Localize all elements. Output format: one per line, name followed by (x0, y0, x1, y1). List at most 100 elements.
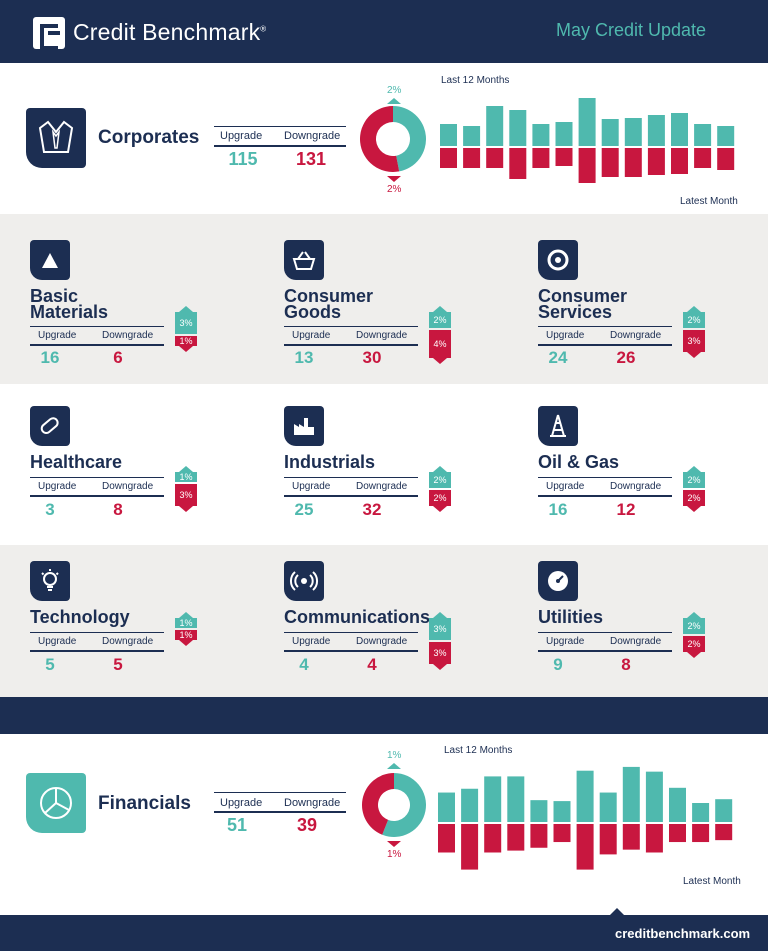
industrials-downgrade-count: 32 (362, 500, 382, 519)
corporates-donut (360, 106, 426, 172)
triangle-icon (30, 240, 70, 280)
healthcare-down-arrow-icon (179, 506, 193, 512)
corporates-upgrade-bar (694, 124, 712, 146)
technology-downgrade-label: Downgrade (102, 636, 154, 647)
financials-upgrade-bar (553, 801, 571, 822)
industrials-down-arrow-icon (433, 506, 447, 512)
financials-donut-upgrade-slice (382, 773, 426, 837)
oil-gas-downgrade-label: Downgrade (610, 481, 662, 492)
financials-latest-label: Latest Month (683, 876, 741, 887)
corporates-downgrade-bar (694, 148, 712, 168)
corporates-downgrade-bar (578, 148, 596, 183)
consumer-goods-up-pct: 2% (429, 312, 451, 328)
financials-downgrade-bar (484, 824, 502, 853)
communications-downgrade-count: 4 (367, 655, 377, 674)
communications-downgrade-label: Downgrade (356, 636, 408, 647)
lightbulb-icon (30, 561, 70, 601)
utilities-up-arrow-icon (687, 612, 701, 618)
corporates-downgrade-bar (647, 148, 665, 175)
corporates-upgrade-bar (647, 115, 665, 146)
financials-upgrade-bar (484, 776, 502, 822)
utilities-rule (538, 650, 672, 652)
website-link[interactable]: creditbenchmark.com (615, 926, 751, 941)
healthcare-name: Healthcare (30, 452, 123, 472)
corporates-downgrade-bar (624, 148, 642, 177)
consumer-services-top-rule (538, 326, 672, 327)
consumer-services-dn-pct: 3% (683, 330, 705, 352)
corporates-top-rule (214, 126, 346, 127)
oil-gas-upgrade-label: Upgrade (546, 481, 585, 492)
brand-name: Credit Benchmark® (73, 19, 267, 45)
financials-donut-downgrade-slice (362, 773, 394, 835)
financials-downgrade-bar (461, 824, 479, 870)
corporates-donut-downgrade-slice (360, 106, 400, 172)
technology-upgrade-label: Upgrade (38, 636, 77, 647)
financials-upgrade-bar (645, 771, 663, 822)
corporates-rule (214, 145, 346, 147)
pill-icon (30, 406, 70, 446)
financials-down-arrow-icon (387, 841, 401, 847)
financials-upgrade-bar (530, 800, 548, 822)
financials-upgrade-bar (438, 792, 455, 822)
financials-downgrade-bar (622, 824, 640, 850)
sector-row-1-bg (0, 214, 768, 384)
utilities-upgrade-count: 9 (553, 655, 563, 674)
corporates-downgrade-label: Downgrade (284, 130, 341, 142)
gauge-icon (538, 561, 578, 601)
footer: creditbenchmark.com (0, 908, 768, 951)
consumer-goods-down-arrow-icon (433, 358, 447, 364)
industrials-upgrade-count: 25 (294, 500, 314, 519)
financials-downgrade-bar (576, 824, 594, 870)
healthcare-downgrade-count: 8 (113, 500, 123, 519)
corporates-upgrade-bar (555, 122, 573, 146)
healthcare-upgrade-count: 3 (45, 500, 55, 519)
corporates-monthly-bars (440, 98, 735, 183)
oil-gas-down-arrow-icon (687, 506, 701, 512)
corporates-downgrade-bar (601, 148, 619, 177)
financials-monthly-bars (438, 766, 733, 870)
consumer-goods-upgrade-label: Upgrade (292, 330, 331, 341)
utilities-dn-pct: 2% (683, 636, 705, 652)
oil-rig-icon (538, 406, 578, 446)
basic-materials-down-arrow-icon (179, 346, 193, 352)
technology-name: Technology (30, 607, 130, 627)
corporates-donut-upgrade-slice (393, 106, 426, 172)
financials-downgrade-bar (438, 824, 455, 853)
industrials-up-pct: 2% (429, 472, 451, 488)
financials-upgrade-bar (692, 803, 710, 822)
consumer-services-upgrade-label: Upgrade (546, 330, 585, 341)
industrials-rule (284, 495, 418, 497)
technology-down-arrow-icon (179, 640, 193, 646)
oil-gas-dn-pct: 2% (683, 490, 705, 506)
communications-dn-pct: 3% (429, 642, 451, 664)
corporates-upgrade-bar (486, 106, 504, 146)
basic-materials-upgrade-count: 16 (40, 348, 60, 367)
consumer-goods-downgrade-label: Downgrade (356, 330, 408, 341)
financials-upgrade-bar (461, 788, 479, 822)
credit-benchmark-logo-icon (33, 17, 65, 50)
oil-gas-upgrade-count: 16 (548, 500, 568, 519)
consumer-services-down-arrow-icon (687, 352, 701, 358)
basic-materials-upgrade-label: Upgrade (38, 330, 77, 341)
utilities-name: Utilities (538, 607, 604, 627)
healthcare-downgrade-label: Downgrade (102, 481, 154, 492)
technology-rule (30, 650, 164, 652)
healthcare-rule (30, 495, 164, 497)
oil-gas-top-rule (538, 477, 672, 478)
corporates-downgrade-bar (509, 148, 527, 179)
communications-top-rule (284, 632, 418, 633)
financials-upgrade-bar (576, 770, 594, 822)
consumer-goods-rule (284, 344, 418, 346)
corporates-downgrade-bar (555, 148, 573, 166)
corporates-downgrade-bar (440, 148, 457, 168)
industrials-dn-pct: 2% (429, 490, 451, 506)
consumer-services-rule (538, 344, 672, 346)
corporates-down-arrow-icon (387, 176, 401, 182)
financials-downgrade-bar (507, 824, 525, 851)
technology-top-rule (30, 632, 164, 633)
healthcare-up-pct: 1% (175, 472, 197, 482)
technology-up-pct: 1% (175, 618, 197, 628)
communications-up-pct: 3% (429, 618, 451, 640)
industrials-name: Industrials (284, 452, 376, 472)
consumer-services-up-arrow-icon (687, 306, 701, 312)
